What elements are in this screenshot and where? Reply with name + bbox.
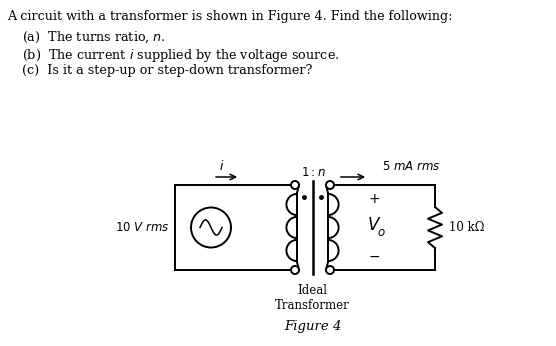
- Circle shape: [326, 181, 334, 189]
- Text: $i$: $i$: [219, 159, 224, 173]
- Text: $\mathit{V}$: $\mathit{V}$: [367, 217, 381, 234]
- Text: $-$: $-$: [368, 249, 380, 263]
- Text: Figure 4: Figure 4: [284, 320, 341, 333]
- Text: A circuit with a transformer is shown in Figure 4. Find the following:: A circuit with a transformer is shown in…: [7, 10, 453, 23]
- Text: (a)  The turns ratio, $n$.: (a) The turns ratio, $n$.: [22, 30, 166, 45]
- Text: $5$ $mA$ $rms$: $5$ $mA$ $rms$: [382, 160, 440, 173]
- Text: Ideal
Transformer: Ideal Transformer: [275, 284, 350, 312]
- Text: $\mathit{o}$: $\mathit{o}$: [377, 226, 385, 239]
- Text: $+$: $+$: [368, 192, 380, 206]
- Text: $10$ $V$ $rms$: $10$ $V$ $rms$: [116, 221, 170, 234]
- Text: $1 : n$: $1 : n$: [301, 165, 326, 179]
- Text: 10 kΩ: 10 kΩ: [449, 221, 484, 234]
- Circle shape: [291, 266, 299, 274]
- Text: (c)  Is it a step-up or step-down transformer?: (c) Is it a step-up or step-down transfo…: [22, 64, 312, 77]
- Text: (b)  The current $i$ supplied by the voltage source.: (b) The current $i$ supplied by the volt…: [22, 47, 340, 64]
- Circle shape: [291, 181, 299, 189]
- Circle shape: [326, 266, 334, 274]
